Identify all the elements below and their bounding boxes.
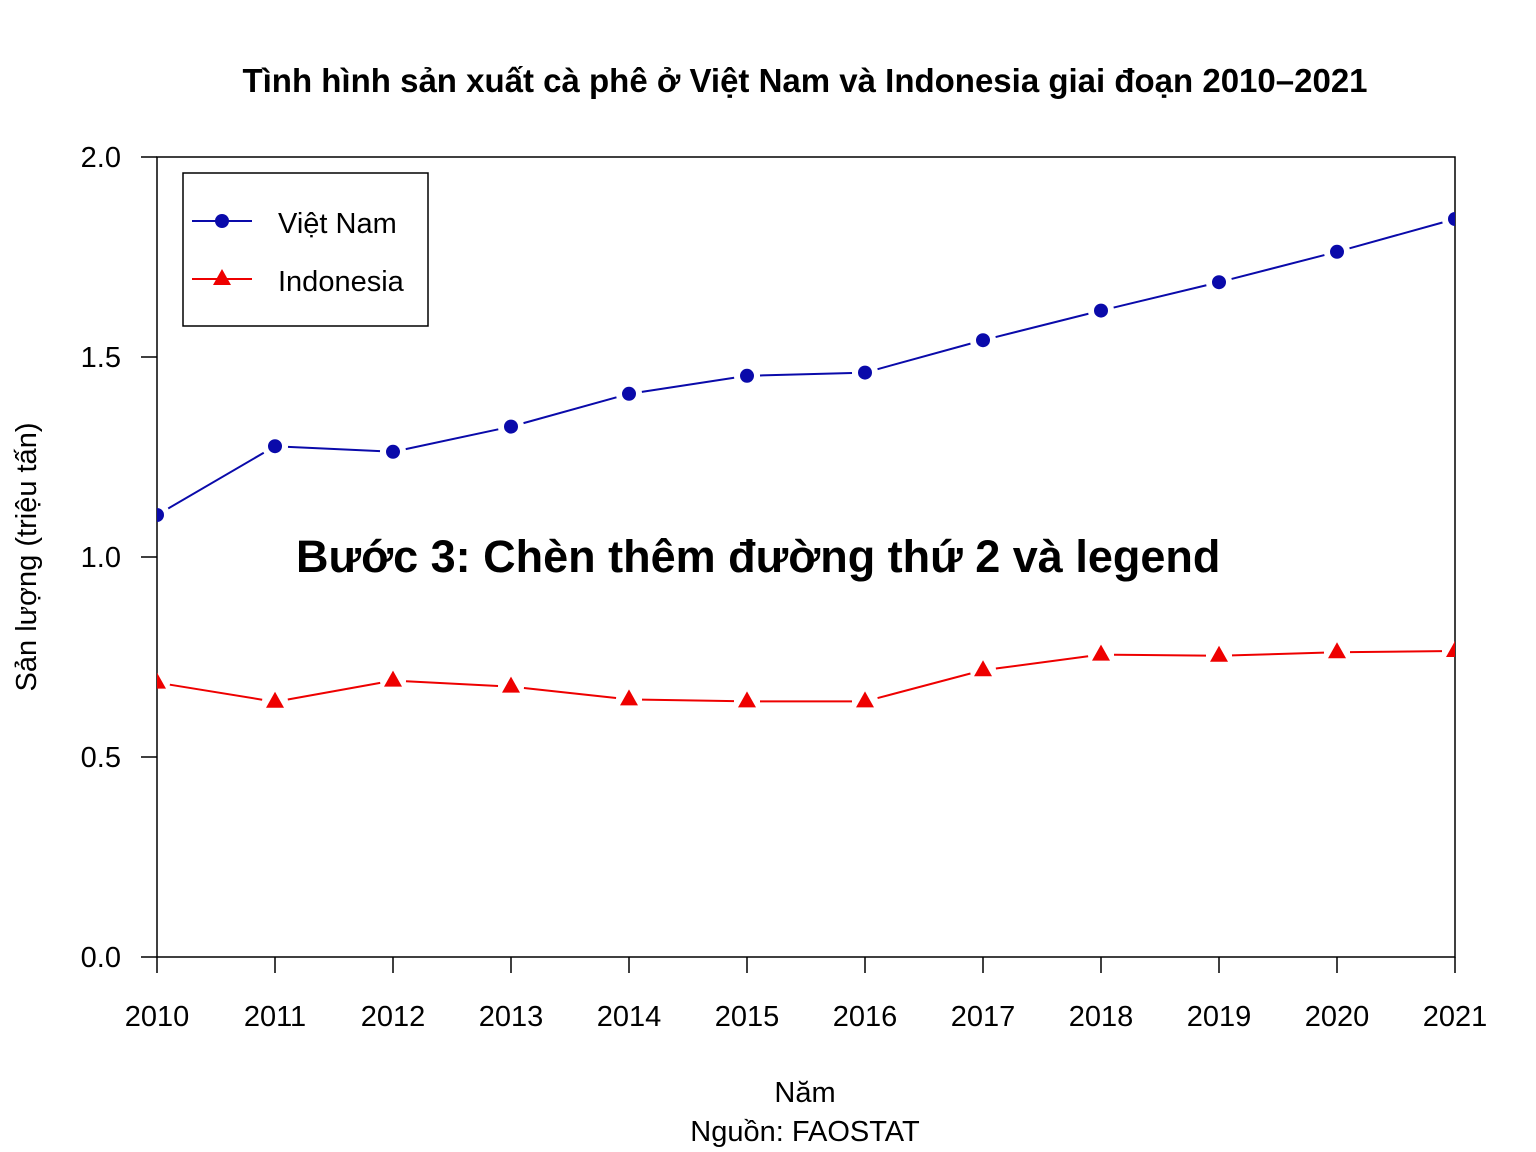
data-point [384,670,402,687]
legend-box [182,172,429,327]
x-tick-label: 2012 [361,1001,426,1033]
y-tick-label: 0.5 [81,742,121,774]
series-line-segment [1349,650,1443,654]
x-tick-label: 2021 [1423,1001,1488,1033]
x-tick-label: 2011 [244,1001,306,1033]
data-point [976,333,990,348]
series-line-segment [995,312,1089,339]
data-point [1330,244,1344,259]
y-tick-label: 1.5 [81,342,121,374]
y-tick-label: 0.0 [81,942,121,974]
series-line-segment [759,371,853,377]
legend-label-indonesia: Indonesia [278,266,405,298]
data-point [157,508,164,522]
data-point [856,691,874,708]
source-caption: Nguồn: FAOSTAT [690,1116,920,1148]
data-point [1212,275,1226,290]
series-line-segment [1113,284,1207,309]
series-line-segment [1231,651,1325,657]
series-line-segment [877,672,971,700]
data-point [858,365,872,380]
legend-marker-vietnam [215,214,229,228]
data-point [1092,644,1110,661]
series-line-segment [405,680,499,687]
x-tick-label: 2014 [597,1001,662,1033]
series-line-segment [641,698,735,703]
data-point [1328,642,1346,659]
series-line-segment [169,683,263,701]
data-point [157,672,166,689]
data-point [738,691,756,708]
chart-title: Tình hình sản xuất cà phê ở Việt Nam và … [242,62,1367,99]
data-point [386,444,400,459]
series-line-segment [877,342,971,371]
x-tick-label: 2016 [833,1001,898,1033]
series-line-segment [995,655,1089,670]
x-tick-label: 2017 [951,1001,1016,1033]
data-point [1094,303,1108,318]
data-point [1210,645,1228,662]
data-point [1446,641,1455,657]
series-line-segment [287,681,381,701]
x-axis-label: Năm [774,1077,835,1109]
data-point [740,368,754,383]
series-line-segment [405,428,499,451]
x-axis: 2010 2011 2012 2013 2014 2015 2016 2017 2018 2019… [125,957,1488,1033]
series-line-segment [641,376,735,393]
x-tick-label: 2015 [715,1001,780,1033]
y-tick-label: 2.0 [81,142,121,174]
series-indonesia [157,641,1455,708]
legend-marker-indonesia [213,269,231,285]
legend-label-vietnam: Việt Nam [278,208,397,240]
series-vi-t-nam [157,212,1455,522]
y-axis: 0.0 0.5 1.0 1.5 2.0 [81,142,157,974]
series-layer [157,212,1455,708]
series-line-segment [1231,254,1325,280]
series-line-segment [1113,653,1207,657]
data-point [502,676,520,693]
data-point [974,660,992,677]
series-line-segment [1349,221,1443,250]
x-tick-label: 2010 [125,1001,190,1033]
x-tick-label: 2019 [1187,1001,1252,1033]
data-point [620,689,638,706]
x-tick-label: 2020 [1305,1001,1370,1033]
annotation-text: Bước 3: Chèn thêm đường thứ 2 và legend [296,531,1220,582]
series-line-segment [523,396,617,425]
series-line-segment [523,687,617,699]
data-point [622,386,636,401]
data-point [504,419,518,434]
x-tick-label: 2018 [1069,1001,1134,1033]
y-axis-label: Sản lượng (triệu tấn) [11,423,43,692]
data-point [266,691,284,708]
series-line-segment [167,451,265,510]
data-point [1448,212,1455,226]
data-point [268,439,282,454]
series-line-segment [287,445,381,453]
legend: Việt Nam Indonesia [182,172,429,327]
x-tick-label: 2013 [479,1001,544,1033]
y-tick-label: 1.0 [81,542,121,574]
